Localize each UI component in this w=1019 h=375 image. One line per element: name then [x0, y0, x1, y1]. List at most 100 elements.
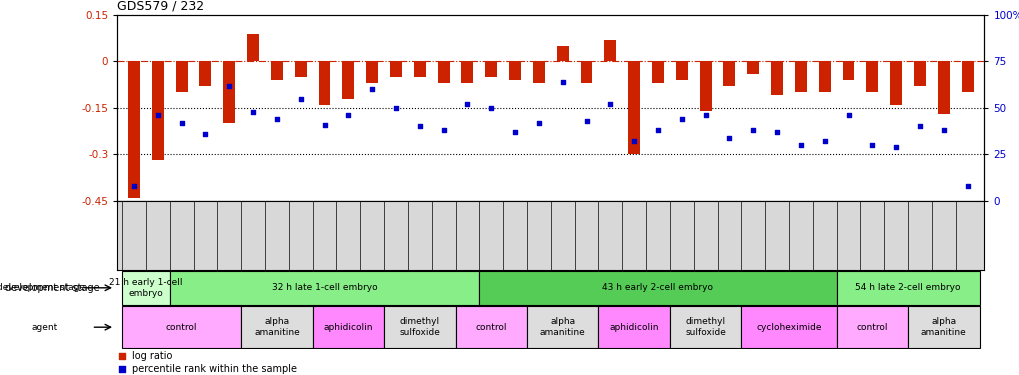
Text: log ratio: log ratio — [132, 351, 172, 361]
Point — [173, 120, 190, 126]
Text: alpha
amanitine: alpha amanitine — [920, 318, 966, 337]
Bar — [240, 306, 312, 348]
Point — [197, 131, 213, 137]
Point — [364, 86, 380, 92]
Point — [113, 366, 129, 372]
Bar — [342, 62, 354, 99]
Bar — [223, 62, 235, 123]
Bar — [890, 62, 901, 105]
Bar — [175, 62, 187, 92]
Point — [292, 96, 309, 102]
Text: control: control — [475, 322, 506, 332]
Point — [113, 353, 129, 359]
Point — [601, 101, 618, 107]
Bar — [651, 62, 663, 83]
Text: alpha
amanitine: alpha amanitine — [254, 318, 300, 337]
Point — [578, 118, 594, 124]
Point — [554, 79, 571, 85]
Bar — [699, 62, 711, 111]
Text: alpha
amanitine: alpha amanitine — [539, 318, 585, 337]
Bar — [366, 62, 378, 83]
Bar — [294, 62, 307, 77]
Bar — [907, 306, 978, 348]
Text: 32 h late 1-cell embryo: 32 h late 1-cell embryo — [271, 284, 377, 292]
Bar — [318, 62, 330, 105]
Point — [649, 127, 665, 133]
Bar — [485, 62, 496, 77]
Bar — [580, 62, 592, 83]
Bar — [200, 62, 211, 86]
Bar — [794, 62, 806, 92]
Point — [768, 129, 785, 135]
Bar — [389, 62, 401, 77]
Text: agent: agent — [32, 322, 58, 332]
Point — [911, 123, 927, 129]
Bar — [741, 306, 836, 348]
Point — [435, 127, 451, 133]
Bar — [842, 62, 854, 80]
Text: development stage: development stage — [5, 283, 100, 293]
Bar — [532, 62, 544, 83]
Bar — [437, 62, 449, 83]
Bar — [414, 62, 425, 77]
Bar — [312, 306, 384, 348]
Bar — [747, 62, 758, 74]
Bar — [604, 40, 615, 62]
Point — [744, 127, 760, 133]
Bar — [455, 306, 527, 348]
Point — [863, 142, 879, 148]
Point — [673, 116, 689, 122]
Bar — [628, 62, 640, 154]
Bar — [770, 62, 783, 96]
Text: cycloheximide: cycloheximide — [755, 322, 821, 332]
Bar — [836, 271, 978, 305]
Bar — [461, 62, 473, 83]
Point — [245, 108, 261, 114]
Point — [720, 135, 737, 141]
Text: 43 h early 2-cell embryo: 43 h early 2-cell embryo — [602, 284, 712, 292]
Point — [888, 144, 904, 150]
Text: GDS579 / 232: GDS579 / 232 — [117, 0, 204, 12]
Bar — [818, 62, 829, 92]
Text: development stage: development stage — [0, 284, 85, 292]
Point — [959, 183, 975, 189]
Bar — [384, 306, 455, 348]
Point — [125, 183, 142, 189]
Point — [387, 105, 404, 111]
Bar — [169, 271, 479, 305]
Bar — [961, 62, 972, 92]
Text: dimethyl
sulfoxide: dimethyl sulfoxide — [685, 318, 726, 337]
Bar — [152, 62, 164, 160]
Bar — [722, 62, 735, 86]
Text: aphidicolin: aphidicolin — [608, 322, 658, 332]
Point — [506, 129, 523, 135]
Text: control: control — [856, 322, 888, 332]
Point — [626, 138, 642, 144]
Point — [816, 138, 833, 144]
Bar — [936, 62, 949, 114]
Point — [530, 120, 546, 126]
Point — [316, 122, 332, 128]
Point — [412, 123, 428, 129]
Point — [268, 116, 284, 122]
Point — [150, 112, 166, 118]
Bar — [527, 306, 598, 348]
Point — [459, 101, 475, 107]
Point — [340, 112, 357, 118]
Bar — [128, 62, 140, 198]
Bar — [122, 271, 169, 305]
Point — [221, 82, 237, 88]
Bar — [556, 46, 569, 62]
Bar — [271, 62, 282, 80]
Bar — [508, 62, 521, 80]
Bar — [865, 62, 877, 92]
Bar — [479, 271, 836, 305]
Text: aphidicolin: aphidicolin — [323, 322, 373, 332]
Point — [934, 127, 951, 133]
Point — [483, 105, 499, 111]
Bar — [676, 62, 687, 80]
Point — [840, 112, 856, 118]
Bar — [913, 62, 925, 86]
Text: dimethyl
sulfoxide: dimethyl sulfoxide — [399, 318, 440, 337]
Point — [792, 142, 808, 148]
